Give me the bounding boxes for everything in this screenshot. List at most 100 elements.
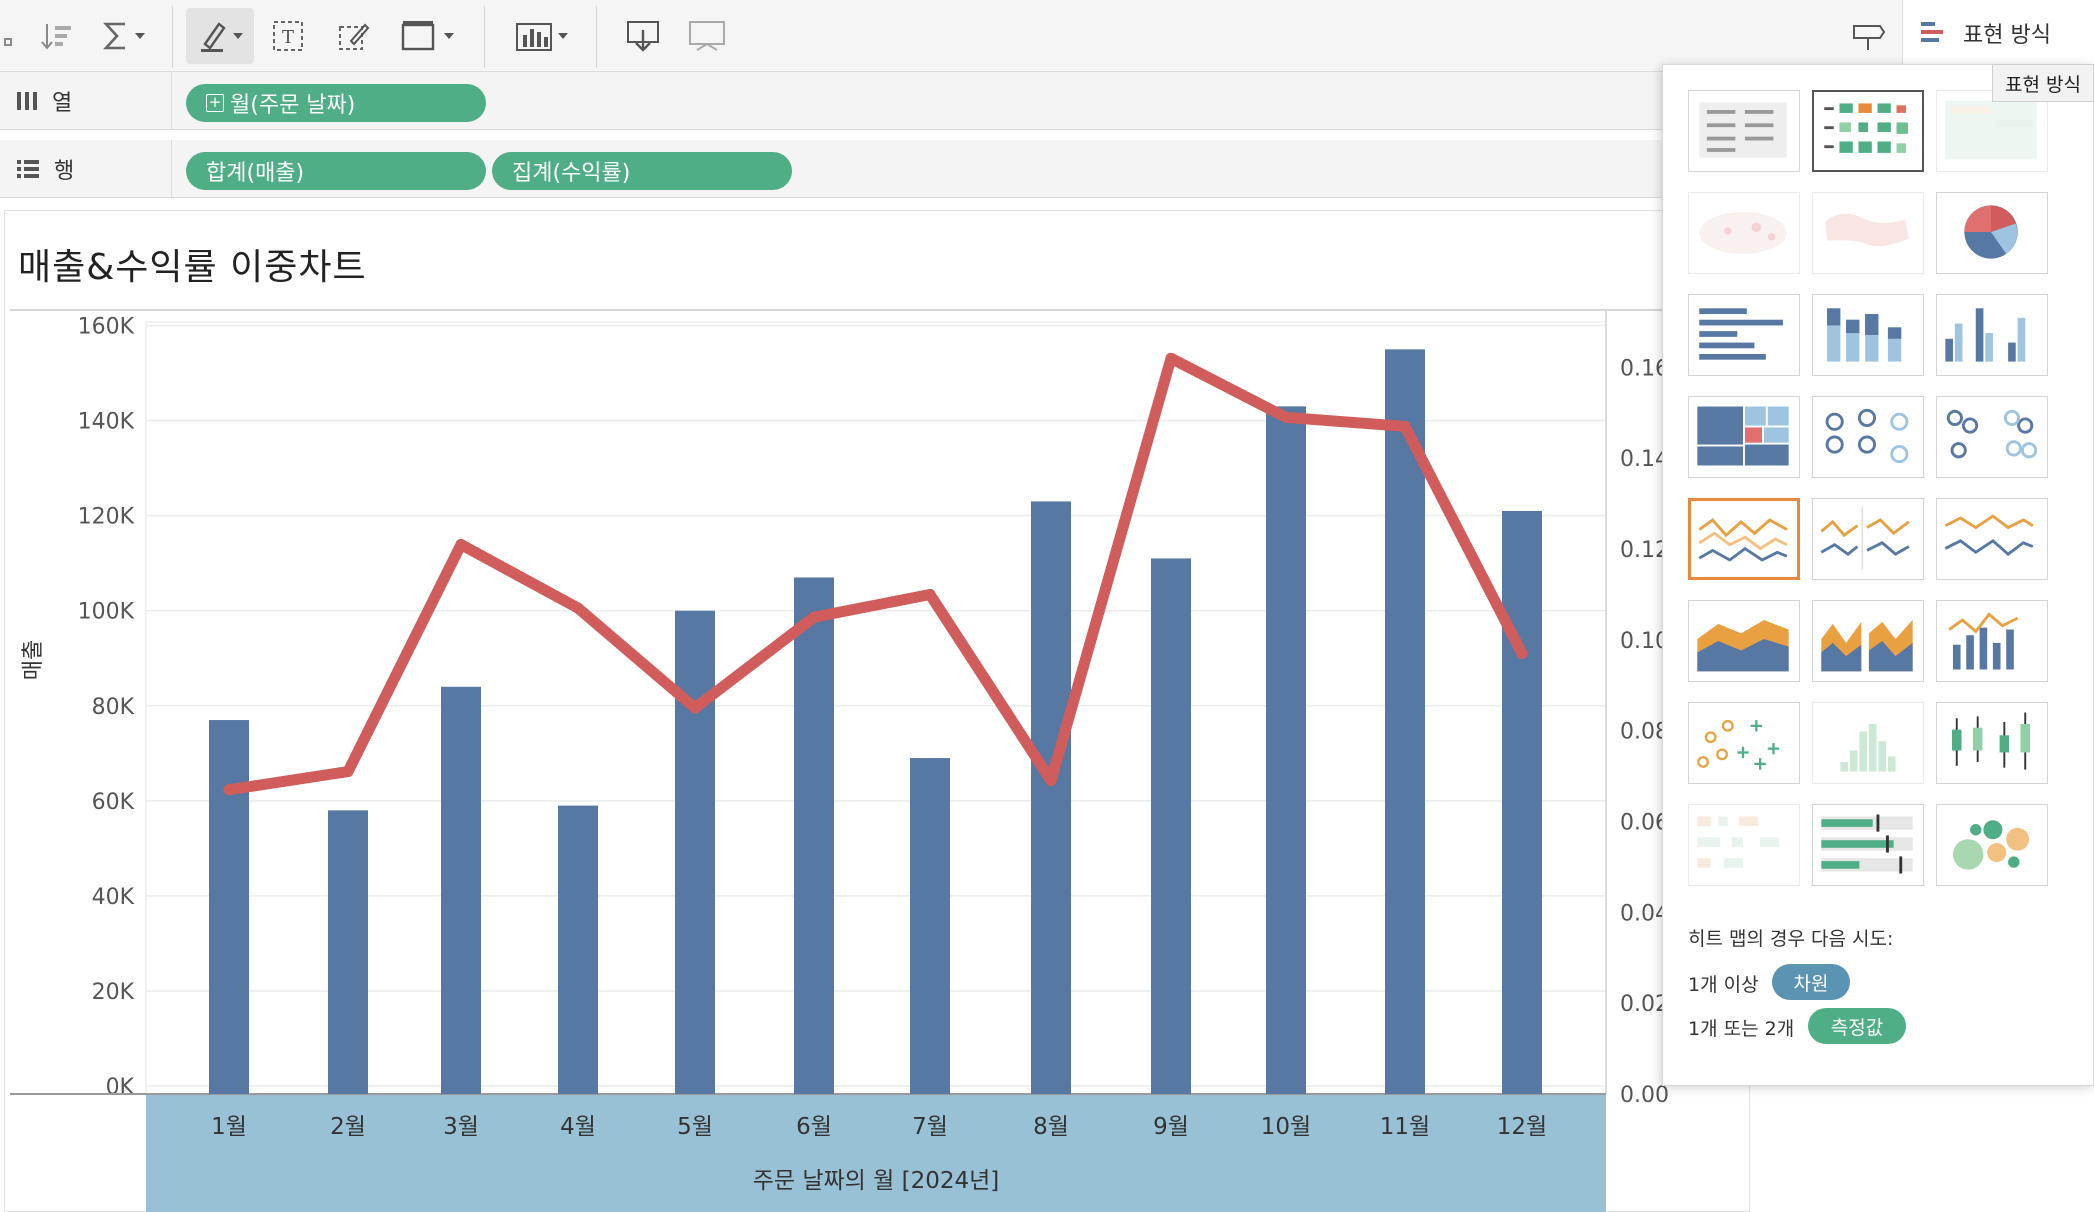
dual-lines-thumb[interactable] [1936, 498, 2048, 580]
stacked-bars-thumb[interactable] [1812, 294, 1924, 376]
y-tick-label: 140K [78, 410, 135, 435]
pill-sum-sales[interactable]: 합계(매출) [186, 152, 486, 190]
x-tick-label: 8월 [1033, 1114, 1069, 1140]
x-tick-label: 2월 [330, 1114, 366, 1140]
bar-mark [209, 720, 249, 1094]
x-tick-label: 9월 [1153, 1114, 1189, 1140]
heat-map-thumb[interactable] [1812, 90, 1924, 172]
y-tick-label: 60K [92, 790, 135, 815]
chart-title: 매출&수익률 이중차트 [18, 247, 367, 288]
horizontal-bars-thumb[interactable] [1688, 294, 1800, 376]
side-by-side-bars-thumb[interactable] [1936, 294, 2048, 376]
profit-rate-line [223, 352, 1528, 796]
bar-mark [1502, 510, 1542, 1094]
y2-tick-label: 0.14 [1620, 447, 1669, 472]
line-point [572, 602, 584, 614]
y2-tick-label: 0.02 [1620, 992, 1669, 1017]
dual-combination-thumb[interactable] [1936, 600, 2048, 682]
line-point [455, 539, 467, 551]
y2-tick-label: 0.10 [1620, 629, 1669, 654]
side-by-side-circles-thumb[interactable] [1936, 396, 2048, 478]
tooltip-toggle-icon[interactable] [1846, 8, 1890, 64]
scatter-plot-thumb[interactable] [1688, 702, 1800, 784]
pill-agg-profit-rate[interactable]: 집계(수익률) [492, 152, 792, 190]
y2-tick-label: 0.00 [1620, 1083, 1669, 1108]
bullet-graph-thumb[interactable] [1812, 804, 1924, 886]
circle-views-thumb[interactable] [1812, 396, 1924, 478]
show-me-label: 표현 방식 [1963, 23, 2051, 48]
highlight-pen-icon[interactable] [186, 8, 254, 64]
line-point [1165, 352, 1177, 364]
area-continuous-thumb[interactable] [1688, 600, 1800, 682]
line-point [223, 784, 235, 796]
bar-mark [1151, 558, 1191, 1094]
x-tick-label: 3월 [443, 1114, 479, 1140]
line-point [689, 702, 701, 714]
svg-text:T: T [282, 27, 294, 48]
annotate-edit-icon[interactable] [332, 8, 376, 64]
rows-shelf[interactable]: 행 합계(매출) 집계(수익률) [0, 140, 1670, 198]
y-tick-label: 120K [78, 505, 135, 530]
rows-shelf-label: 행 [0, 140, 172, 198]
area-discrete-thumb[interactable] [1812, 600, 1924, 682]
show-me-tooltip: 표현 방식 [1992, 64, 2094, 102]
filled-map-thumb[interactable] [1812, 192, 1924, 274]
y-tick-label: 100K [78, 600, 135, 625]
toolbar-partial-icon[interactable] [0, 8, 20, 64]
bar-mark [1031, 501, 1071, 1094]
y-tick-label: 160K [78, 315, 135, 340]
x-tick-label: 6월 [796, 1114, 832, 1140]
y2-tick-label: 0.12 [1620, 538, 1669, 563]
x-tick-label: 10월 [1261, 1114, 1311, 1140]
y-tick-label: 0K [106, 1075, 135, 1100]
line-point [342, 766, 354, 778]
bar-mark [675, 610, 715, 1094]
box-whisker-thumb[interactable] [1936, 702, 2048, 784]
fit-view-icon[interactable] [396, 8, 458, 64]
bar-mark [1266, 406, 1306, 1094]
text-table-thumb[interactable] [1688, 90, 1800, 172]
lines-continuous-thumb[interactable] [1688, 498, 1800, 580]
y-tick-label: 80K [92, 695, 135, 720]
hint-title: 히트 맵의 경우 다음 시도: [1688, 928, 1894, 950]
download-icon[interactable] [618, 8, 668, 64]
text-label-icon[interactable]: T [266, 8, 310, 64]
plot-area [145, 321, 1607, 1095]
highlight-table-thumb[interactable] [1936, 90, 2048, 172]
rows-icon [17, 160, 39, 178]
pill-month-order-date[interactable]: + 월(주문 날짜) [186, 84, 486, 122]
show-me-button[interactable]: 표현 방식 [1902, 0, 2094, 66]
x-axis-title: 주문 날짜의 월 [2024년] [753, 1168, 1000, 1194]
x-tick-label: 4월 [560, 1114, 596, 1140]
totals-sigma-icon[interactable] [98, 8, 148, 64]
dimension-tag: 차원 [1772, 964, 1850, 1000]
y2-tick-label: 0.06 [1620, 811, 1669, 836]
show-cards-icon[interactable] [506, 8, 576, 64]
y2-tick-label: 0.04 [1620, 901, 1669, 926]
treemap-thumb[interactable] [1688, 396, 1800, 478]
hint-line-1: 1개 이상 [1688, 974, 1759, 996]
x-tick-label: 12월 [1497, 1114, 1547, 1140]
expand-plus-icon[interactable]: + [206, 94, 224, 112]
gantt-chart-thumb[interactable] [1688, 804, 1800, 886]
dual-axis-chart: 0K 20K 40K 60K 80K 100K 120K 140K 160K 0.00 0.02 0.… [10, 309, 1746, 1212]
x-tick-label: 7월 [912, 1114, 948, 1140]
x-axis-band [146, 1094, 1606, 1212]
y2-tick-label: 0.16 [1620, 356, 1669, 381]
pie-chart-thumb[interactable] [1936, 192, 2048, 274]
lines-discrete-thumb[interactable] [1812, 498, 1924, 580]
hint-line-2: 1개 또는 2개 [1688, 1018, 1795, 1040]
columns-shelf[interactable]: 열 + 월(주문 날짜) [0, 72, 1670, 130]
columns-shelf-label: 열 [0, 72, 172, 130]
x-tick-label: 1월 [211, 1114, 247, 1140]
bar-mark [441, 686, 481, 1094]
symbol-map-thumb[interactable] [1688, 192, 1800, 274]
sort-descending-icon[interactable] [32, 8, 82, 64]
line-point [1516, 648, 1528, 660]
packed-bubbles-thumb[interactable] [1936, 804, 2048, 886]
y-tick-label: 20K [92, 980, 135, 1005]
histogram-thumb[interactable] [1812, 702, 1924, 784]
presentation-icon[interactable] [682, 8, 732, 64]
x-tick-label: 11월 [1380, 1114, 1430, 1140]
